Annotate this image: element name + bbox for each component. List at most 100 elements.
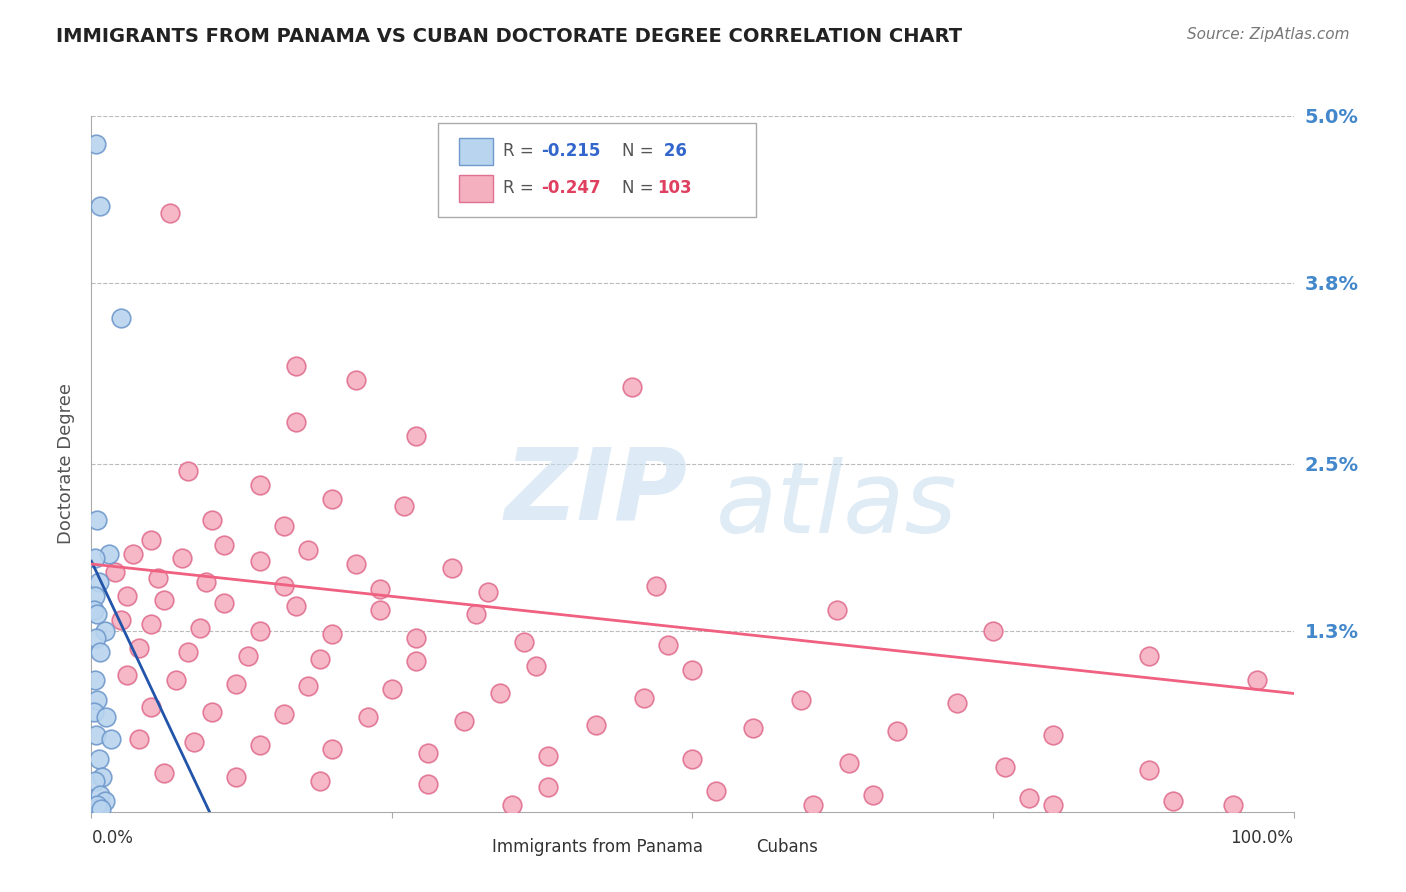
Point (405, 429, 427, 443)
Text: atlas: atlas (716, 457, 957, 554)
Point (416, 777, 439, 791)
Point (89, 788, 111, 802)
Point (489, 686, 512, 700)
Point (621, 380, 644, 394)
Point (83, 603, 105, 617)
Point (706, 784, 728, 798)
Text: R =: R = (502, 143, 538, 161)
Text: Cubans: Cubans (756, 838, 818, 855)
Point (321, 626, 343, 640)
Point (84, 673, 107, 687)
Point (681, 752, 703, 766)
Text: R =: R = (502, 179, 538, 197)
Point (201, 705, 224, 719)
Point (212, 537, 235, 551)
Point (1018, 790, 1040, 805)
Point (862, 788, 884, 802)
Point (249, 624, 271, 638)
Point (453, 714, 475, 729)
Text: 26: 26 (658, 143, 686, 161)
Point (645, 579, 668, 593)
Point (537, 780, 560, 794)
Point (110, 613, 132, 627)
Point (801, 797, 824, 812)
Point (1246, 673, 1268, 687)
Text: 0.0%: 0.0% (91, 829, 134, 847)
Point (681, 663, 703, 677)
Point (212, 596, 235, 610)
Point (176, 645, 198, 659)
Point (381, 682, 404, 697)
Point (741, 721, 763, 735)
Point (321, 491, 343, 506)
Point (128, 640, 150, 655)
Point (994, 760, 1017, 774)
Y-axis label: Doctorate Degree: Doctorate Degree (58, 384, 76, 544)
Text: Immigrants from Panama: Immigrants from Panama (492, 838, 703, 855)
Point (225, 770, 247, 784)
Text: IMMIGRANTS FROM PANAMA VS CUBAN DOCTORATE DEGREE CORRELATION CHART: IMMIGRANTS FROM PANAMA VS CUBAN DOCTORAT… (56, 27, 962, 45)
Point (141, 616, 163, 631)
Point (236, 648, 259, 663)
Point (176, 464, 198, 478)
Bar (460, 138, 494, 165)
Point (946, 696, 969, 710)
Point (633, 690, 655, 705)
Point (159, 206, 181, 220)
Point (141, 533, 163, 548)
Point (93, 794, 115, 808)
Point (117, 668, 139, 682)
Point (86, 693, 108, 707)
Point (297, 680, 319, 694)
Point (84, 728, 107, 742)
Point (308, 774, 330, 789)
Point (122, 547, 145, 561)
Point (83, 705, 105, 719)
Point (297, 543, 319, 558)
Text: N =: N = (621, 143, 658, 161)
Point (657, 638, 679, 652)
Point (152, 593, 174, 607)
Point (1222, 797, 1244, 812)
Point (87, 575, 110, 590)
Point (249, 554, 271, 568)
Point (170, 551, 193, 566)
Bar (458, 836, 485, 857)
Point (84, 551, 107, 566)
Point (392, 499, 415, 513)
Point (273, 519, 295, 533)
Point (537, 749, 560, 764)
Text: ZIP: ZIP (505, 443, 688, 541)
Point (405, 631, 427, 645)
Point (84, 631, 107, 645)
Point (1042, 728, 1064, 742)
Point (249, 477, 271, 491)
Point (501, 797, 523, 812)
Point (825, 603, 848, 617)
Point (585, 718, 607, 732)
Point (91, 770, 114, 784)
Point (405, 655, 427, 669)
Point (273, 579, 295, 593)
Bar (723, 836, 749, 857)
Point (152, 765, 174, 780)
Point (465, 607, 488, 621)
FancyBboxPatch shape (437, 123, 756, 217)
Point (201, 512, 224, 526)
Point (86, 607, 108, 621)
Point (84, 774, 107, 789)
Point (1161, 794, 1184, 808)
Point (100, 732, 122, 747)
Point (104, 566, 127, 580)
Point (344, 557, 367, 571)
Point (86, 512, 108, 526)
Point (838, 756, 860, 770)
Point (284, 415, 307, 429)
Point (98, 547, 121, 561)
Point (94, 710, 117, 724)
Point (440, 561, 463, 575)
Point (188, 621, 211, 635)
Text: 103: 103 (658, 179, 692, 197)
Point (1042, 797, 1064, 812)
Point (146, 571, 169, 585)
